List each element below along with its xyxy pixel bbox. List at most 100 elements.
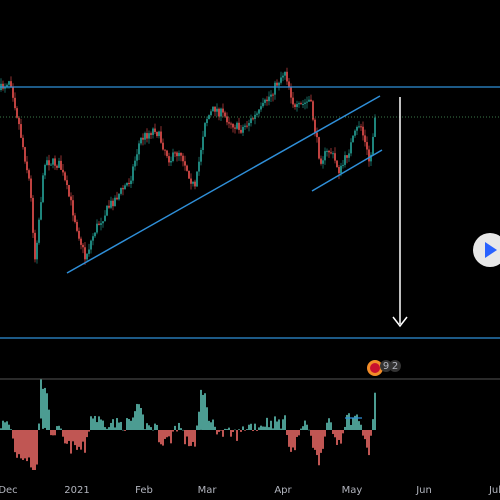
oscillator-bar [102, 420, 104, 430]
candle-body [20, 124, 22, 138]
oscillator-bar [198, 411, 200, 430]
oscillator-bar [58, 425, 60, 430]
candle-body [362, 126, 364, 136]
oscillator-bar [272, 428, 274, 430]
oscillator-bar [282, 419, 284, 430]
oscillator-bar [358, 421, 360, 430]
candle-body [246, 125, 248, 127]
candle-body [194, 181, 196, 187]
oscillator-bar [24, 430, 26, 459]
candles [0, 67, 376, 265]
oscillator-bar [182, 429, 184, 431]
candle-body [228, 122, 230, 124]
candle-body [236, 122, 238, 129]
oscillator-bar [212, 419, 214, 430]
candle-body [160, 131, 162, 143]
candle-body [128, 182, 130, 185]
oscillator-bar [114, 427, 116, 430]
channel-line [311, 149, 383, 192]
oscillator-bar [316, 430, 318, 456]
candle-body [84, 247, 86, 260]
oscillator-bar [120, 421, 122, 430]
oscillator-bar [254, 423, 256, 430]
candle-body [338, 167, 340, 174]
candle-body [82, 244, 84, 248]
oscillator-bar [2, 420, 4, 430]
oscillator-bar [286, 430, 288, 436]
candle-body [314, 119, 316, 133]
candle-body [332, 153, 334, 155]
candle-body [350, 142, 352, 154]
candle-body [98, 223, 100, 225]
candle-body [30, 178, 32, 198]
candle-body [148, 133, 150, 139]
arrow-head [392, 316, 408, 328]
oscillator-bar [86, 430, 88, 438]
candle-body [256, 113, 258, 115]
candle-body [326, 150, 328, 152]
oscillator-bar [94, 415, 96, 430]
oscillator-bar [260, 425, 262, 430]
oscillator-bar [32, 430, 34, 470]
candle-body [38, 219, 40, 243]
candle-body [340, 165, 342, 174]
candle-body [306, 101, 308, 103]
candle-body [60, 160, 62, 170]
oscillator-bar [128, 419, 130, 430]
oscillator-bar [34, 430, 36, 470]
candle-body [66, 180, 68, 186]
oscillator-bar [346, 414, 348, 430]
oscillator-bar [218, 430, 220, 432]
candle-body [342, 164, 344, 166]
oscillator-bar [26, 430, 28, 462]
oscillator-bar [166, 430, 168, 438]
candle-body [58, 160, 60, 168]
candle-body [28, 170, 30, 179]
oscillator-bar [354, 415, 356, 430]
oscillator-bar [374, 392, 376, 430]
oscillator-bar [330, 422, 332, 430]
oscillator-bar [14, 430, 16, 453]
candle-body [78, 230, 80, 239]
candle-body [14, 97, 16, 109]
candle-body [62, 169, 64, 173]
oscillator-bar [142, 414, 144, 430]
oscillator-bar [208, 420, 210, 430]
x-tick-label: Dec [0, 485, 18, 496]
oscillator-bar [236, 430, 238, 441]
candle-body [168, 156, 170, 163]
candle-body [132, 166, 134, 181]
candle-body [42, 175, 44, 203]
candle-body [304, 102, 306, 104]
oscillator-bar [164, 430, 166, 439]
oscillator-bar [108, 427, 110, 430]
candle-body [202, 136, 204, 151]
candle-body [68, 185, 70, 197]
oscillator-bar [64, 430, 66, 444]
candle-body [136, 154, 138, 161]
oscillator-bar [194, 430, 196, 447]
candle-body [200, 150, 202, 162]
oscillator-bar [224, 428, 226, 430]
oscillator-bar [204, 393, 206, 430]
candle-body [118, 193, 120, 200]
oscillator-bar [338, 430, 340, 440]
candle-body [158, 131, 160, 137]
candle-body [94, 232, 96, 237]
oscillator-bar [110, 422, 112, 430]
oscillator-bar [48, 409, 50, 430]
candle-body [70, 196, 72, 201]
oscillator-bar [248, 424, 250, 430]
candle-body [218, 108, 220, 117]
oscillator-bar [262, 426, 264, 430]
oscillator-bar [276, 421, 278, 430]
candle-body [252, 118, 254, 120]
oscillator-bar [188, 430, 190, 447]
oscillator-bar [258, 427, 260, 430]
candle-body [284, 71, 286, 76]
x-tick-label: Apr [274, 485, 292, 496]
candle-body [56, 165, 58, 168]
candle-body [166, 150, 168, 157]
candle-body [300, 103, 302, 105]
candle-body [130, 180, 132, 185]
